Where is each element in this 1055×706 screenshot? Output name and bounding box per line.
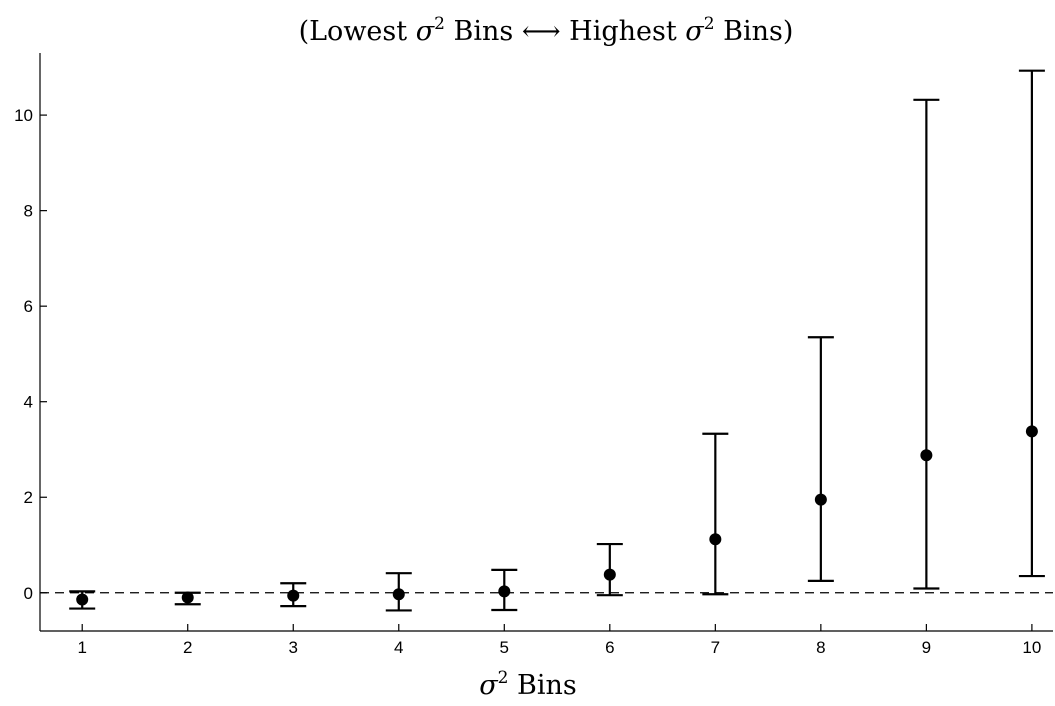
x-tick-label: 4 xyxy=(394,638,403,657)
x-tick-label: 10 xyxy=(1022,638,1041,657)
error-bar-group xyxy=(596,542,623,597)
data-point xyxy=(76,593,89,606)
x-tick-label: 1 xyxy=(77,638,86,657)
error-bar-group xyxy=(913,98,940,590)
x-axis-label: σ2 Bins xyxy=(479,668,577,701)
y-tick-label: 8 xyxy=(24,202,33,221)
error-bar-group xyxy=(702,432,729,596)
x-tick-label: 2 xyxy=(183,638,192,657)
x-tick-label: 3 xyxy=(289,638,298,657)
data-point xyxy=(603,568,616,581)
error-bar-group xyxy=(1018,69,1045,578)
error-bar-group xyxy=(491,568,518,612)
x-tick-label: 7 xyxy=(711,638,720,657)
data-point xyxy=(814,493,827,506)
x-tick-label: 5 xyxy=(500,638,509,657)
data-point xyxy=(392,588,405,601)
data-point xyxy=(920,449,933,462)
error-bar-group xyxy=(385,572,412,612)
y-tick-label: 0 xyxy=(24,584,33,603)
y-tick-label: 4 xyxy=(24,393,33,412)
data-point xyxy=(498,585,511,598)
error-bar-group xyxy=(69,590,96,610)
data-point xyxy=(181,591,194,604)
x-tick-label: 9 xyxy=(922,638,931,657)
y-tick-label: 6 xyxy=(24,297,33,316)
error-bar-group xyxy=(174,591,201,606)
x-tick-label: 8 xyxy=(816,638,825,657)
error-bar-group xyxy=(280,582,307,608)
error-bar-group xyxy=(807,336,834,582)
data-point xyxy=(709,533,722,546)
data-point xyxy=(287,589,300,602)
y-tick-label: 10 xyxy=(14,106,33,125)
chart-title: (Lowest σ2 Bins ⟷ Highest σ2 Bins) xyxy=(299,14,794,47)
data-point xyxy=(1025,425,1038,438)
x-tick-label: 6 xyxy=(605,638,614,657)
y-tick-label: 2 xyxy=(24,488,33,507)
